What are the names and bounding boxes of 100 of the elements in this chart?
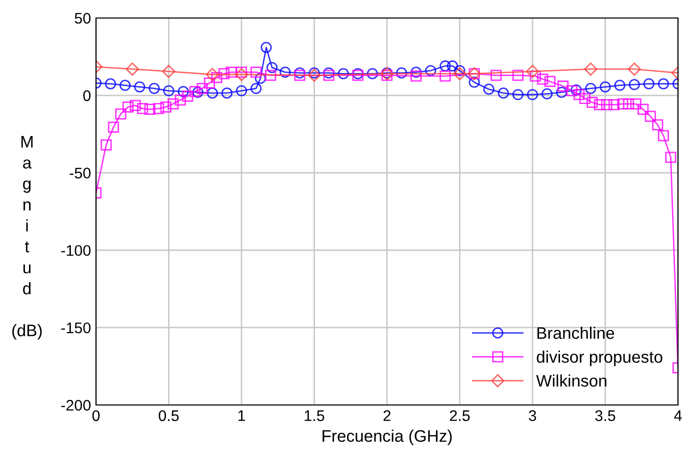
point bbox=[153, 103, 164, 114]
point bbox=[130, 100, 141, 112]
legend-label: Branchline bbox=[537, 326, 614, 339]
point bbox=[126, 62, 139, 76]
x-tick-label: 4 bbox=[674, 410, 682, 421]
point bbox=[211, 72, 222, 84]
point bbox=[381, 70, 393, 81]
point bbox=[410, 66, 422, 78]
point bbox=[644, 110, 656, 122]
point bbox=[120, 80, 131, 91]
point bbox=[541, 88, 553, 100]
point bbox=[446, 60, 458, 72]
point bbox=[134, 81, 146, 92]
y-tick-label: 0 bbox=[83, 90, 91, 102]
point bbox=[122, 101, 134, 113]
point bbox=[189, 86, 200, 98]
point bbox=[512, 70, 524, 81]
point bbox=[600, 81, 611, 92]
point bbox=[453, 67, 466, 80]
point bbox=[104, 78, 116, 90]
point bbox=[614, 80, 626, 91]
point bbox=[265, 70, 276, 81]
point bbox=[294, 67, 306, 79]
x-tick-label: 2.5 bbox=[450, 410, 470, 422]
point bbox=[537, 74, 548, 85]
point bbox=[585, 82, 596, 94]
legend-label: Wilkinson bbox=[536, 374, 606, 387]
point bbox=[196, 82, 208, 94]
point bbox=[658, 78, 670, 90]
point bbox=[628, 79, 640, 90]
x-axis-title: Frecuencia (GHz) bbox=[322, 430, 452, 446]
point bbox=[483, 84, 494, 95]
y-tick-label: -50 bbox=[70, 168, 91, 178]
text: Magnitud (dB) bbox=[12, 136, 42, 340]
point bbox=[570, 84, 582, 96]
point bbox=[643, 78, 654, 90]
x-tick-label: 0.5 bbox=[158, 410, 179, 422]
point bbox=[526, 64, 540, 78]
point bbox=[254, 72, 266, 84]
point bbox=[206, 88, 218, 99]
y-tick-label: 50 bbox=[74, 12, 91, 24]
point bbox=[338, 68, 349, 80]
point bbox=[221, 88, 233, 99]
point bbox=[144, 104, 156, 115]
point bbox=[558, 80, 569, 92]
point bbox=[100, 139, 112, 150]
point bbox=[308, 68, 321, 82]
point bbox=[512, 89, 524, 100]
point bbox=[323, 70, 334, 81]
point bbox=[396, 67, 408, 79]
point bbox=[168, 98, 179, 110]
point bbox=[652, 119, 664, 130]
point bbox=[218, 68, 230, 80]
point bbox=[250, 66, 262, 78]
x-tick-label: 3 bbox=[528, 410, 536, 422]
point bbox=[556, 86, 568, 98]
point bbox=[425, 65, 436, 76]
point bbox=[665, 152, 676, 163]
x-tick-label: 1 bbox=[238, 410, 246, 421]
point bbox=[266, 62, 278, 74]
point bbox=[206, 68, 219, 82]
x-tick-label: 3.5 bbox=[595, 410, 616, 422]
point bbox=[323, 67, 334, 79]
x-tick-label: 0 bbox=[92, 410, 100, 422]
point bbox=[294, 70, 306, 81]
point bbox=[498, 88, 509, 99]
point bbox=[308, 67, 320, 79]
point bbox=[574, 89, 585, 100]
point bbox=[280, 66, 291, 78]
point bbox=[192, 86, 204, 98]
point bbox=[148, 82, 160, 94]
point bbox=[490, 70, 502, 81]
point bbox=[160, 101, 172, 113]
point bbox=[115, 108, 126, 120]
point bbox=[174, 94, 186, 106]
y-tick-label: -100 bbox=[61, 245, 91, 256]
point bbox=[440, 60, 451, 72]
point bbox=[468, 76, 480, 88]
point bbox=[410, 70, 422, 82]
point bbox=[162, 64, 176, 78]
point bbox=[366, 68, 378, 80]
point bbox=[630, 98, 642, 110]
point bbox=[204, 77, 216, 89]
point bbox=[584, 62, 598, 76]
x-tick-label: 2 bbox=[384, 410, 390, 421]
point bbox=[226, 66, 237, 78]
point bbox=[178, 86, 189, 98]
y-tick-label: -150 bbox=[61, 322, 91, 334]
legend-label: divisor propuesto bbox=[536, 350, 662, 366]
point bbox=[601, 99, 612, 110]
point bbox=[628, 62, 641, 76]
point bbox=[579, 92, 590, 104]
point bbox=[182, 90, 194, 102]
point bbox=[594, 99, 605, 110]
point bbox=[566, 85, 578, 96]
point bbox=[608, 99, 620, 110]
y-tick-label: -200 bbox=[61, 400, 91, 411]
point bbox=[163, 85, 174, 96]
point bbox=[454, 65, 466, 76]
point bbox=[108, 122, 120, 133]
